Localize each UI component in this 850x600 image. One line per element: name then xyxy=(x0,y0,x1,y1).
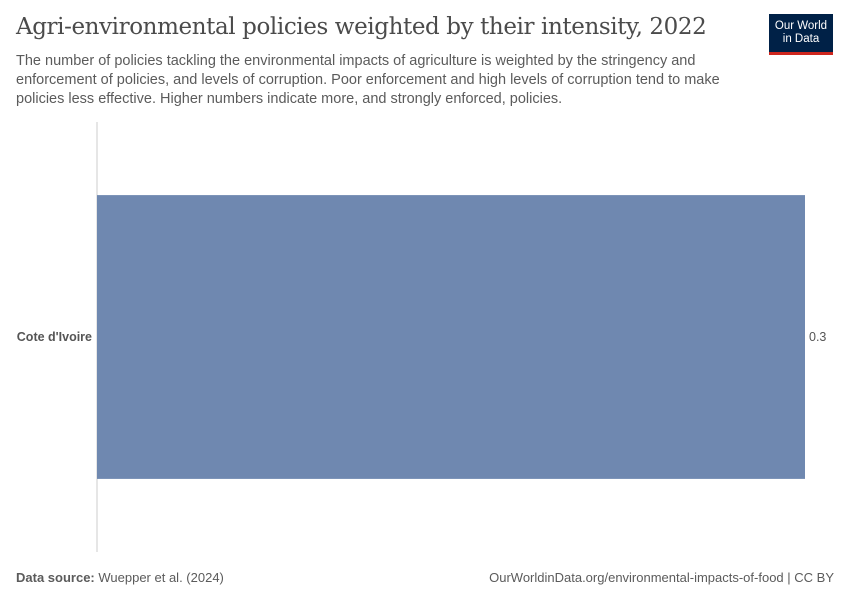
value-label: 0.3 xyxy=(809,330,826,344)
category-label: Cote d'Ivoire xyxy=(17,330,92,344)
owid-logo[interactable]: Our World in Data xyxy=(769,14,833,55)
logo-text: Our World in Data xyxy=(774,20,828,45)
footer-url[interactable]: OurWorldinData.org/environmental-impacts… xyxy=(489,570,834,585)
data-source: Data source: Wuepper et al. (2024) xyxy=(16,570,224,585)
chart-title: Agri-environmental policies weighted by … xyxy=(16,14,707,40)
source-value[interactable]: Wuepper et al. (2024) xyxy=(98,570,224,585)
bar xyxy=(97,195,805,479)
chart-subtitle: The number of policies tackling the envi… xyxy=(16,53,720,107)
source-label: Data source: xyxy=(16,570,95,585)
